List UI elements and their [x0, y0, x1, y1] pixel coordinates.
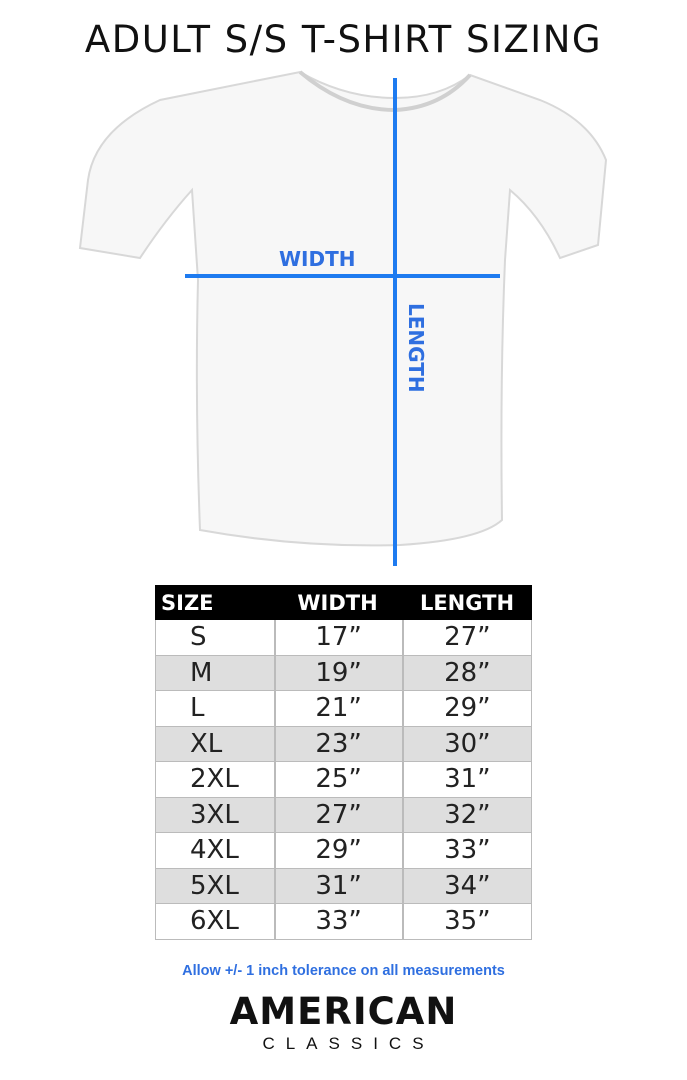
size-cell: 6XL	[190, 906, 239, 937]
width-cell: 27”	[273, 797, 402, 832]
length-cell: 35”	[401, 904, 531, 939]
length-cell: 32”	[401, 797, 531, 832]
table-row: L 21” 29”	[155, 691, 532, 727]
size-cell: 5XL	[190, 870, 239, 901]
header-size: SIZE	[161, 590, 214, 615]
table-row: 3XL 27” 32”	[155, 797, 532, 833]
length-cell: 30”	[401, 726, 531, 761]
length-cell: 27”	[401, 620, 531, 655]
header-length: LENGTH	[419, 590, 515, 615]
size-cell: XL	[190, 728, 223, 759]
size-table: SIZE WIDTH LENGTH S 17” 27” M 19” 28” L 21” 29” X…	[155, 585, 532, 940]
length-cell: 31”	[401, 762, 531, 797]
length-cell: 33”	[401, 833, 531, 868]
brand-logo-line1: AMERICAN	[229, 990, 458, 1033]
length-label: LENGTH	[404, 303, 428, 393]
size-cell: L	[190, 693, 205, 724]
table-row: 2XL 25” 31”	[155, 762, 532, 798]
size-cell: S	[190, 622, 207, 653]
tshirt-shape	[78, 70, 608, 547]
width-cell: 29”	[273, 833, 402, 868]
table-row: 5XL 31” 34”	[155, 868, 532, 904]
table-header: SIZE WIDTH LENGTH	[155, 585, 532, 620]
length-cell: 34”	[401, 868, 531, 903]
table-row: M 19” 28”	[155, 655, 532, 691]
brand-logo-line2: CLASSICS	[262, 1034, 435, 1053]
width-cell: 23”	[273, 726, 402, 761]
width-cell: 25”	[273, 762, 402, 797]
width-cell: 33”	[273, 904, 402, 939]
tolerance-note: Allow +/- 1 inch tolerance on all measur…	[182, 963, 505, 979]
page-title: ADULT S/S T-SHIRT SIZING	[84, 18, 603, 61]
table-row: 6XL 33” 35”	[155, 904, 532, 940]
width-cell: 19”	[273, 655, 402, 690]
size-cell: 4XL	[190, 835, 239, 866]
table-row: S 17” 27”	[155, 620, 532, 656]
length-cell: 28”	[401, 655, 531, 690]
size-cell: 3XL	[190, 799, 239, 830]
table-row: 4XL 29” 33”	[155, 833, 532, 869]
header-width: WIDTH	[297, 590, 378, 615]
table-row: XL 23” 30”	[155, 726, 532, 762]
width-label: WIDTH	[279, 247, 356, 271]
width-cell: 31”	[273, 868, 402, 903]
length-cell: 29”	[401, 691, 531, 726]
tshirt-diagram	[78, 70, 608, 566]
size-cell: M	[190, 657, 213, 688]
width-cell: 17”	[273, 620, 402, 655]
width-cell: 21”	[273, 691, 402, 726]
size-cell: 2XL	[190, 764, 239, 795]
